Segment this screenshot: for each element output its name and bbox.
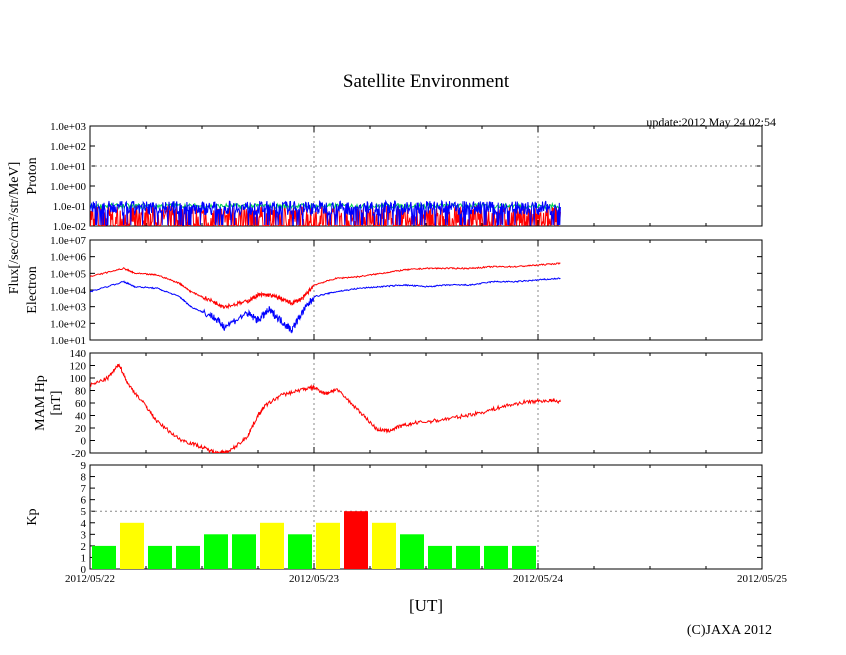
- y-tick-label-kp: 4: [81, 518, 87, 530]
- y-tick-label-proton: 1.0e+02: [50, 141, 86, 153]
- kp-bar: [260, 522, 284, 569]
- y-tick-label-mam-hp: 20: [75, 423, 87, 435]
- panel-ylabel-mam-hp: MAM Hp: [33, 375, 48, 431]
- y-tick-label-electron: 1.0e+01: [50, 335, 86, 347]
- panel-ylabel-kp: Kp: [25, 508, 40, 525]
- x-axis-label: [UT]: [409, 596, 443, 615]
- kp-bar: [400, 534, 424, 569]
- y-tick-label-proton: 1.0e-01: [53, 201, 86, 213]
- panel-frame-mam-hp: [89, 352, 763, 454]
- y-tick-label-electron: 1.0e+05: [50, 268, 86, 280]
- y-tick-label-mam-hp: 80: [75, 386, 87, 398]
- copyright: (C)JAXA 2012: [687, 623, 772, 638]
- kp-bar: [344, 511, 368, 569]
- y-tick-label-kp: 6: [81, 495, 87, 507]
- kp-bar: [512, 545, 536, 569]
- panel-ylabel-electron: Electron: [25, 266, 40, 313]
- kp-bar: [176, 545, 200, 569]
- kp-bar: [148, 545, 172, 569]
- y-tick-label-kp: 7: [81, 483, 87, 495]
- x-tick-label: 2012/05/25: [737, 573, 788, 585]
- series-electron-low: [90, 277, 561, 334]
- y-tick-label-kp: 3: [81, 529, 87, 541]
- x-tick-label: 2012/05/24: [513, 573, 564, 585]
- series-proton-ch2: [90, 199, 561, 226]
- kp-bar: [204, 534, 228, 569]
- y-tick-label-mam-hp: 60: [75, 398, 87, 410]
- y-tick-label-mam-hp: 100: [70, 373, 87, 385]
- update-timestamp: update:2012 May 24 02:54: [646, 115, 776, 129]
- y-tick-label-kp: 2: [81, 541, 87, 553]
- y-tick-label-mam-hp: 0: [81, 436, 87, 448]
- y-tick-label-mam-hp: 120: [70, 361, 87, 373]
- panel-frame-electron: [89, 239, 763, 341]
- flux-axis-label: Flux[/sec/cm²/str/MeV]: [7, 162, 22, 295]
- x-tick-label: 2012/05/22: [65, 573, 115, 585]
- y-tick-label-proton: 1.0e+00: [50, 181, 86, 193]
- y-tick-label-proton: 1.0e-02: [53, 221, 86, 233]
- x-tick-label: 2012/05/23: [289, 573, 340, 585]
- kp-bar: [120, 522, 144, 569]
- kp-bar: [484, 545, 508, 569]
- y-tick-label-mam-hp: -20: [71, 448, 86, 460]
- kp-bar: [288, 534, 312, 569]
- y-tick-label-mam-hp: 140: [70, 348, 87, 360]
- y-tick-label-electron: 1.0e+03: [50, 302, 86, 314]
- y-tick-label-kp: 1: [81, 552, 87, 564]
- kp-bar: [372, 522, 396, 569]
- y-tick-label-kp: 5: [81, 506, 87, 518]
- y-tick-label-kp: 9: [81, 460, 87, 472]
- y-tick-label-proton: 1.0e+03: [50, 121, 86, 133]
- y-tick-label-kp: 8: [81, 472, 87, 484]
- kp-bar: [428, 545, 452, 569]
- y-tick-label-electron: 1.0e+07: [50, 235, 86, 247]
- y-tick-label-electron: 1.0e+02: [50, 318, 86, 330]
- series-electron-high: [90, 262, 561, 310]
- y-tick-label-proton: 1.0e+01: [50, 161, 86, 173]
- y-tick-label-kp: 0: [81, 564, 87, 576]
- kp-bar: [316, 522, 340, 569]
- kp-bar: [456, 545, 480, 569]
- kp-bar: [92, 545, 116, 569]
- panels-group: 1.0e-02 1.0e-01 1.0e+00 1.0e+01 1.0e+02 1.0e+…: [25, 121, 788, 585]
- series-hp: [90, 363, 561, 453]
- kp-bar: [232, 534, 256, 569]
- panel-ylabel2-mam-hp: [nT]: [49, 391, 64, 416]
- y-tick-label-electron: 1.0e+06: [50, 252, 86, 264]
- panel-ylabel-proton: Proton: [25, 157, 40, 194]
- chart-title: Satellite Environment: [343, 71, 510, 92]
- y-tick-label-mam-hp: 40: [75, 411, 87, 423]
- y-tick-label-electron: 1.0e+04: [50, 285, 86, 297]
